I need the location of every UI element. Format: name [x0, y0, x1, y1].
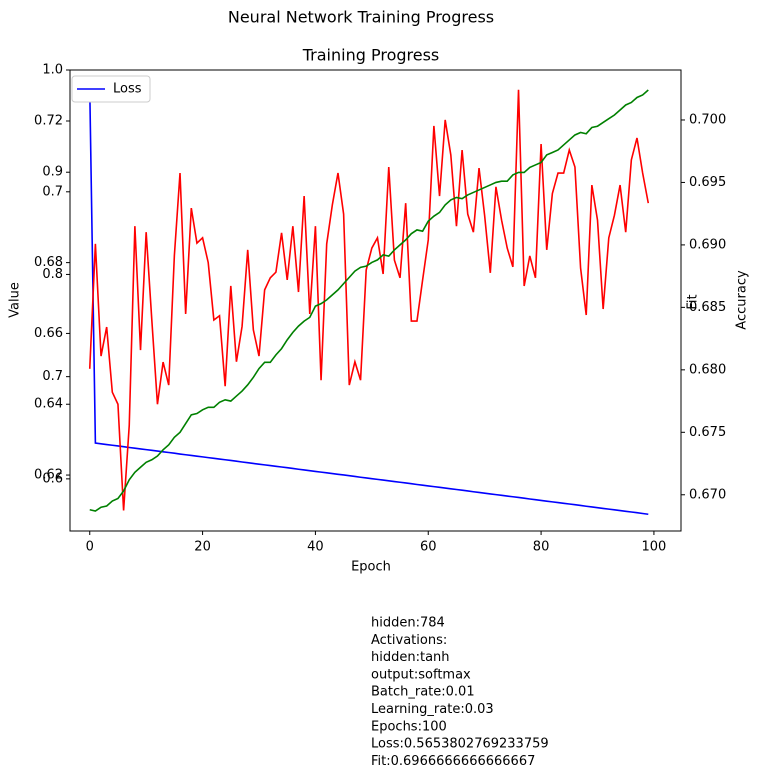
y2-tick-label: 0.7: [42, 184, 63, 199]
info-text: output:softmax: [371, 667, 471, 682]
info-text: Learning_rate:0.03: [371, 702, 494, 717]
y3-tick-label: 0.670: [689, 487, 726, 502]
info-text: hidden:tanh: [371, 650, 450, 665]
series-line: [88, 88, 649, 516]
info-text: Activations:: [371, 633, 447, 648]
info-text: hidden:784: [371, 616, 445, 631]
series-line: [89, 89, 649, 512]
y3-tick-label: 0.685: [689, 300, 726, 315]
y-tick-label: 1.0: [42, 63, 63, 78]
chart-title: Training Progress: [302, 46, 440, 65]
legend-box: [71, 75, 151, 103]
x-tick-label: 60: [420, 540, 437, 555]
x-tick-label: 40: [307, 540, 324, 555]
x-tick-label: 20: [194, 540, 211, 555]
y3-tick-label: 0.675: [689, 425, 726, 440]
series-line: [88, 89, 650, 511]
y2-tick-label: 0.62: [34, 468, 63, 483]
x-tick-label: 0: [86, 540, 94, 555]
y2-tick-label: 0.64: [34, 397, 63, 412]
y-axis-label: Value: [8, 282, 23, 318]
x-tick-label: 80: [533, 540, 550, 555]
y3-tick-label: 0.695: [689, 175, 726, 190]
y2-tick-label: 0.66: [34, 326, 63, 341]
y-tick-label: 0.7: [42, 369, 63, 384]
y-tick-label: 0.9: [42, 165, 63, 180]
y3-axis-label: Accuracy: [735, 270, 750, 330]
x-tick-label: 100: [642, 540, 667, 555]
info-text: Fit:0.6966666666666667: [371, 754, 535, 769]
plot-area: [88, 88, 650, 516]
x-axis-label: Epoch: [351, 560, 391, 575]
y2-tick-label: 0.72: [34, 113, 63, 128]
info-text: Batch_rate:0.01: [371, 685, 475, 700]
y2-tick-label: 0.68: [34, 255, 63, 270]
y-tick-label: 0.6: [42, 471, 63, 486]
y3-tick-label: 0.700: [689, 112, 726, 127]
y2-axis-label: Fit: [686, 294, 701, 309]
y3-tick-label: 0.690: [689, 237, 726, 252]
legend-label: Loss: [113, 82, 142, 97]
y-tick-label: 0.8: [42, 267, 63, 282]
info-text: Epochs:100: [371, 719, 447, 734]
axes-frame: [69, 69, 682, 532]
y3-tick-label: 0.680: [689, 362, 726, 377]
suptitle: Neural Network Training Progress: [228, 8, 494, 27]
info-text: Loss:0.5653802769233759: [371, 737, 549, 752]
